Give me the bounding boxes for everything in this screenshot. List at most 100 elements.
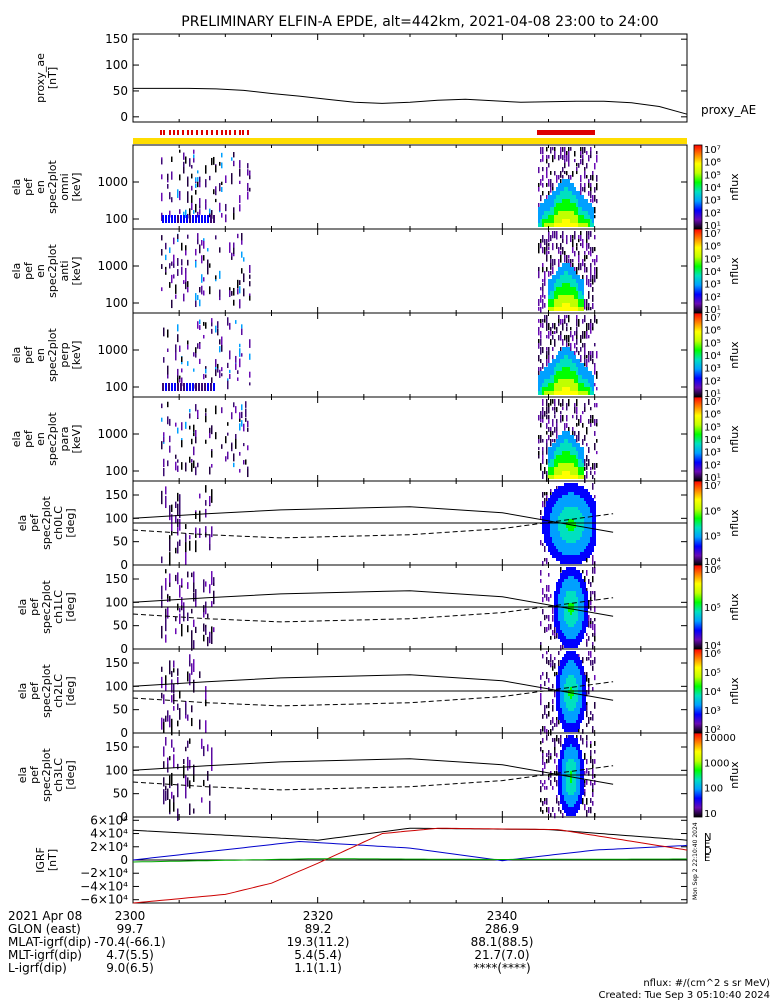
spec-para-pixel (572, 435, 574, 439)
spec-omni-pixel (558, 211, 560, 215)
spec-perp-pixel (552, 383, 554, 387)
spec-anti-pixel (233, 242, 235, 249)
spec-omni-pixel (546, 159, 548, 164)
pa-ch1LC-pixel (574, 576, 576, 579)
pa-ch1LC-pixel (552, 609, 554, 614)
spec-omni-pixel (570, 187, 572, 191)
pa-ch0LC-pixel (592, 558, 594, 565)
spec-anti-pixel (562, 275, 564, 279)
pa-ch2LC-pixel (556, 693, 558, 696)
pa-ch0LC-pixel (572, 489, 574, 492)
spec-perp-pixel (568, 387, 570, 391)
pa-ch2LC-pixel (566, 693, 568, 696)
spec-omni-pixel (169, 192, 171, 200)
pa-ch0LC-pixel (576, 513, 578, 516)
pa-ch2LC-pixel (580, 714, 582, 717)
pa-ch3LC-pixel (562, 765, 564, 768)
pa-ch1LC-pixel (578, 630, 580, 633)
pa-ch1LC-pixel (558, 633, 560, 636)
spec-perp-pixel (560, 371, 562, 375)
pa-ch3LC-pixel (163, 777, 165, 787)
pa-ch3LC-pixel (572, 750, 574, 753)
pa-ch3LC-pixel (578, 762, 580, 765)
spec-para-pixel (175, 422, 177, 427)
spec-omni-pixel (205, 203, 207, 210)
pa-ch0LC-pixel (564, 540, 566, 543)
spec-perp-pixel (564, 379, 566, 383)
spec-anti-pixel (578, 307, 580, 311)
pa-ch1LC-pixel (588, 624, 590, 628)
pa-ch2LC-pixel (548, 660, 550, 666)
pa-ch1LC-pixel (576, 579, 578, 582)
spec-perp-pixel (586, 363, 588, 371)
pa-ch1LC-pixel (564, 615, 566, 618)
spec-omni-pixel (580, 199, 582, 203)
spec-anti-pixel (562, 271, 564, 275)
spec-anti-pixel (546, 255, 548, 262)
spec-omni-pixel (584, 167, 586, 171)
pa-ch0LC-pixel (580, 504, 582, 507)
pa-ch2LC-pixel (588, 690, 590, 695)
pa-ch2LC-pixel (576, 726, 578, 729)
pa-ch0LC-pixel (558, 555, 560, 558)
spec-omni-pixel (558, 195, 560, 199)
spec-para-pixel (540, 419, 542, 423)
pa-ch0LC-pixel (205, 485, 207, 493)
pa-ch2LC-pixel (564, 675, 566, 678)
pa-ch1LC-pixel (572, 624, 574, 627)
spec-omni-pixel (582, 207, 584, 211)
pa-ch3LC-pixel (564, 810, 566, 813)
pa-ch0LC-pixel (594, 540, 596, 543)
spec-omni-pixel (584, 203, 586, 207)
spec-anti-pixel (554, 231, 556, 239)
pa-ch3LC-pixel (580, 765, 582, 768)
pa-ch3LC-pixel (562, 756, 564, 759)
spec-anti-pixel (550, 255, 552, 259)
spec-para-pixel (550, 455, 552, 459)
spec-perp-pixel (560, 367, 562, 371)
pa-ch0LC-pixel (584, 492, 586, 495)
pa-ch1LC-pixel (570, 579, 572, 582)
spec-omni-pixel (558, 215, 560, 219)
spec-omni-pixel (568, 199, 570, 203)
spec-perp-pixel (542, 387, 544, 391)
pa-ch0LC-pixel (556, 528, 558, 531)
spec-perp-ylabel: perp (58, 342, 71, 367)
spec-anti-pixel (566, 255, 568, 260)
spec-para-pixel (568, 435, 570, 439)
pa-ch3LC-pixel (582, 798, 584, 805)
pa-ch1LC-pixel (562, 573, 564, 576)
spec-anti-pixel (566, 263, 568, 267)
spec-omni-pixel (544, 203, 546, 207)
spec-perp-pixel (544, 375, 546, 379)
spec-para-pixel (582, 411, 584, 415)
pa-ch2LC-pixel (560, 720, 562, 723)
spec-perp-pixel (590, 323, 592, 331)
pa-ch2LC-pixel (574, 699, 576, 702)
pa-ch1LC-pixel (562, 597, 564, 600)
spec-para-pixel (548, 419, 550, 424)
spec-omni-pixel (219, 161, 221, 166)
pa-ch2LC-anti-loss-cone (132, 681, 614, 707)
spec-perp-pixel (221, 343, 223, 347)
pa-ch1LC-pixel (580, 627, 582, 630)
pa-ch3LC-pixel (564, 792, 566, 795)
pa-ch3LC-pixel (193, 769, 195, 782)
spec-anti-pixel (171, 299, 173, 309)
spec-perp-pixel (546, 323, 548, 331)
spec-para-pixel (550, 475, 552, 479)
spec-para-ylabel: pef (22, 429, 35, 448)
spec-para-ylabel: en (34, 432, 47, 446)
spec-anti-pixel (578, 287, 580, 291)
spec-anti-pixel (572, 263, 574, 269)
spec-perp-pixel (574, 375, 576, 379)
pa-ch0LC-pixel (556, 486, 558, 491)
spec-anti-pixel (568, 275, 570, 279)
pa-ch3LC-pixel (578, 786, 580, 789)
spec-anti-pixel (187, 259, 189, 266)
spec-para-pixel (233, 402, 235, 408)
pa-ch3LC-pixel (570, 795, 572, 798)
pa-ch1LC-pixel (203, 623, 205, 632)
spec-para-pixel (572, 455, 574, 459)
spec-para-colorbar-tick: 10⁷ (704, 397, 721, 408)
